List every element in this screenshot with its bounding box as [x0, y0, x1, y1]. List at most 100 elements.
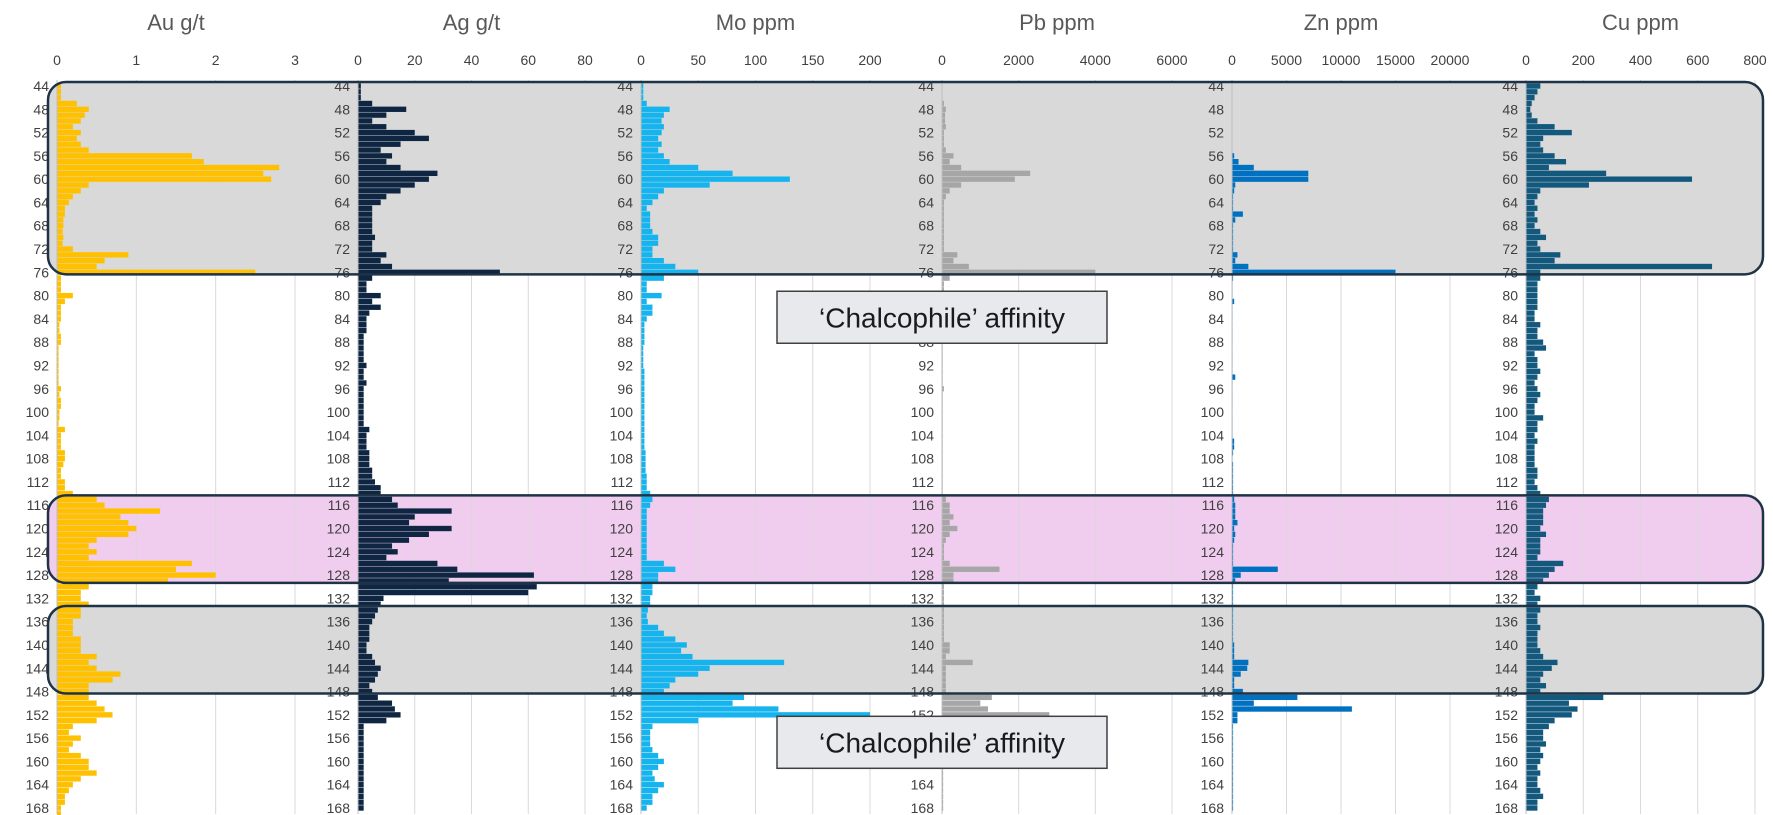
data-bar	[1526, 723, 1549, 730]
data-bar	[57, 339, 61, 345]
data-bar	[358, 217, 373, 223]
data-bar	[942, 112, 946, 118]
depth-label: 100	[26, 404, 50, 420]
data-bar	[57, 327, 60, 334]
data-bar	[358, 386, 364, 392]
data-bar	[57, 83, 61, 89]
depth-label: 168	[327, 800, 351, 815]
data-bar	[1232, 636, 1234, 642]
data-bar	[942, 648, 950, 654]
data-bar	[358, 764, 364, 770]
data-bar	[57, 106, 89, 112]
data-bar	[57, 386, 61, 392]
data-bar	[57, 723, 73, 730]
data-bar	[1526, 543, 1541, 549]
data-bar	[641, 141, 662, 147]
data-bar	[57, 554, 89, 561]
depth-label: 136	[911, 614, 935, 630]
depth-label: 92	[918, 357, 934, 373]
data-bar	[1232, 648, 1235, 654]
data-bar	[641, 537, 647, 543]
data-bar	[57, 228, 63, 235]
data-bar	[358, 729, 364, 735]
data-bar	[942, 188, 950, 194]
data-bar	[358, 624, 370, 631]
data-bar	[1526, 677, 1541, 683]
data-bar	[641, 461, 646, 468]
data-bar	[1232, 176, 1309, 182]
data-bar	[641, 805, 647, 811]
data-bar	[358, 415, 364, 421]
depth-label: 144	[327, 660, 351, 676]
data-bar	[942, 257, 954, 264]
data-bar	[57, 421, 59, 427]
data-bar	[358, 770, 364, 776]
data-bar	[1526, 275, 1541, 281]
data-bar	[57, 595, 81, 602]
data-bar	[641, 502, 651, 508]
data-bar	[358, 287, 367, 293]
data-bar	[1232, 164, 1254, 171]
data-bar	[1526, 112, 1532, 118]
data-bar	[641, 566, 676, 572]
data-bar	[358, 706, 395, 712]
depth-label: 116	[27, 497, 50, 513]
data-bar	[1232, 159, 1239, 165]
data-bar	[1526, 310, 1535, 316]
data-bar	[942, 677, 946, 683]
data-bar	[57, 316, 61, 322]
data-bar	[358, 159, 387, 165]
data-bar	[358, 543, 393, 549]
data-bar	[57, 263, 97, 270]
data-bar	[1526, 322, 1541, 328]
data-bar	[1526, 403, 1535, 409]
depth-label: 64	[1208, 194, 1224, 210]
depth-label: 100	[327, 404, 351, 420]
data-bar	[641, 380, 645, 386]
data-bar	[1232, 776, 1234, 782]
depth-label: 108	[327, 451, 351, 467]
data-bar	[57, 543, 89, 549]
x-tick-label: 2	[212, 52, 220, 68]
data-bar	[641, 578, 659, 584]
depth-label: 136	[1201, 614, 1225, 630]
data-bar	[358, 450, 370, 456]
data-bar	[358, 432, 367, 439]
depth-label: 120	[1201, 521, 1225, 537]
x-tick-label: 100	[744, 52, 768, 68]
data-bar	[1526, 368, 1541, 374]
data-bar	[641, 467, 646, 473]
data-bar	[641, 170, 733, 177]
data-bar	[358, 153, 393, 159]
data-bar	[1526, 281, 1538, 287]
depth-label: 160	[327, 753, 351, 769]
data-bar	[641, 83, 644, 89]
data-bar	[641, 403, 645, 409]
data-bar	[1526, 188, 1541, 194]
data-bar	[942, 275, 950, 281]
data-bar	[1232, 578, 1236, 584]
data-bar	[1526, 257, 1555, 264]
data-bar	[358, 741, 364, 747]
data-bar	[57, 257, 105, 264]
data-bar	[1526, 351, 1535, 357]
depth-label: 156	[26, 730, 50, 746]
data-bar	[942, 223, 944, 229]
depth-label: 108	[26, 451, 50, 467]
data-bar	[641, 421, 645, 427]
data-bar	[641, 386, 645, 392]
data-bar	[57, 461, 64, 468]
data-bar	[57, 665, 97, 671]
data-bar	[57, 787, 69, 794]
data-bar	[1526, 141, 1541, 147]
x-tick-label: 1	[132, 52, 140, 68]
data-bar	[641, 339, 645, 345]
data-bar	[57, 717, 97, 724]
data-bar	[1526, 770, 1541, 776]
data-bar	[358, 659, 376, 666]
data-bar	[641, 223, 651, 229]
depth-label: 76	[918, 264, 934, 280]
data-bar	[1526, 554, 1538, 561]
data-bar	[641, 706, 779, 712]
depth-label: 120	[1495, 521, 1519, 537]
